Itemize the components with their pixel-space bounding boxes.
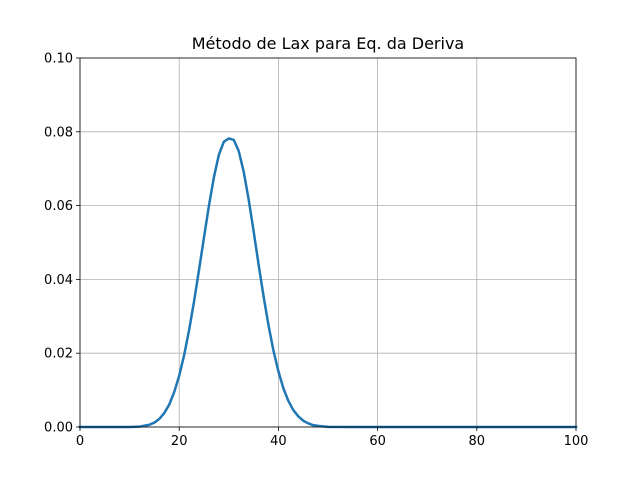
y-tick-label: 0.06 — [44, 199, 73, 214]
chart-title: Método de Lax para Eq. da Deriva — [192, 34, 464, 53]
y-tick-label: 0.04 — [44, 273, 73, 288]
ticks: 0 20 40 60 80 100 0.00 0.02 0.04 0.06 0.08 0.10 — [44, 52, 588, 450]
y-tick-label: 0.02 — [44, 347, 73, 362]
x-tick-label: 60 — [369, 434, 386, 449]
x-tick-label: 80 — [469, 434, 486, 449]
y-tick-label: 0.00 — [44, 421, 73, 436]
series-layer — [78, 137, 578, 429]
series-line — [78, 137, 578, 429]
axes-frame — [79, 57, 577, 428]
y-tick-label: 0.10 — [44, 52, 73, 67]
x-tick-label: 20 — [171, 434, 188, 449]
x-tick-label: 100 — [564, 434, 589, 449]
plot-area — [80, 58, 576, 427]
x-tick-label: 40 — [270, 434, 287, 449]
grid — [79, 57, 577, 428]
y-tick-label: 0.08 — [44, 125, 73, 140]
x-tick-label: 0 — [76, 434, 84, 449]
